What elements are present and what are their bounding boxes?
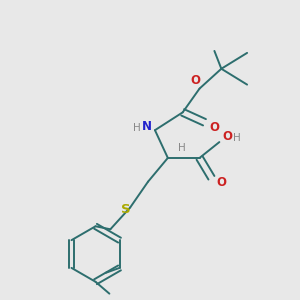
Text: O: O bbox=[222, 130, 232, 142]
Text: H: H bbox=[133, 123, 141, 133]
Text: S: S bbox=[122, 203, 131, 216]
Text: H: H bbox=[178, 143, 186, 153]
Text: H: H bbox=[233, 133, 241, 143]
Text: O: O bbox=[190, 74, 201, 87]
Text: N: N bbox=[142, 120, 152, 133]
Text: O: O bbox=[216, 176, 226, 189]
Text: O: O bbox=[209, 121, 219, 134]
